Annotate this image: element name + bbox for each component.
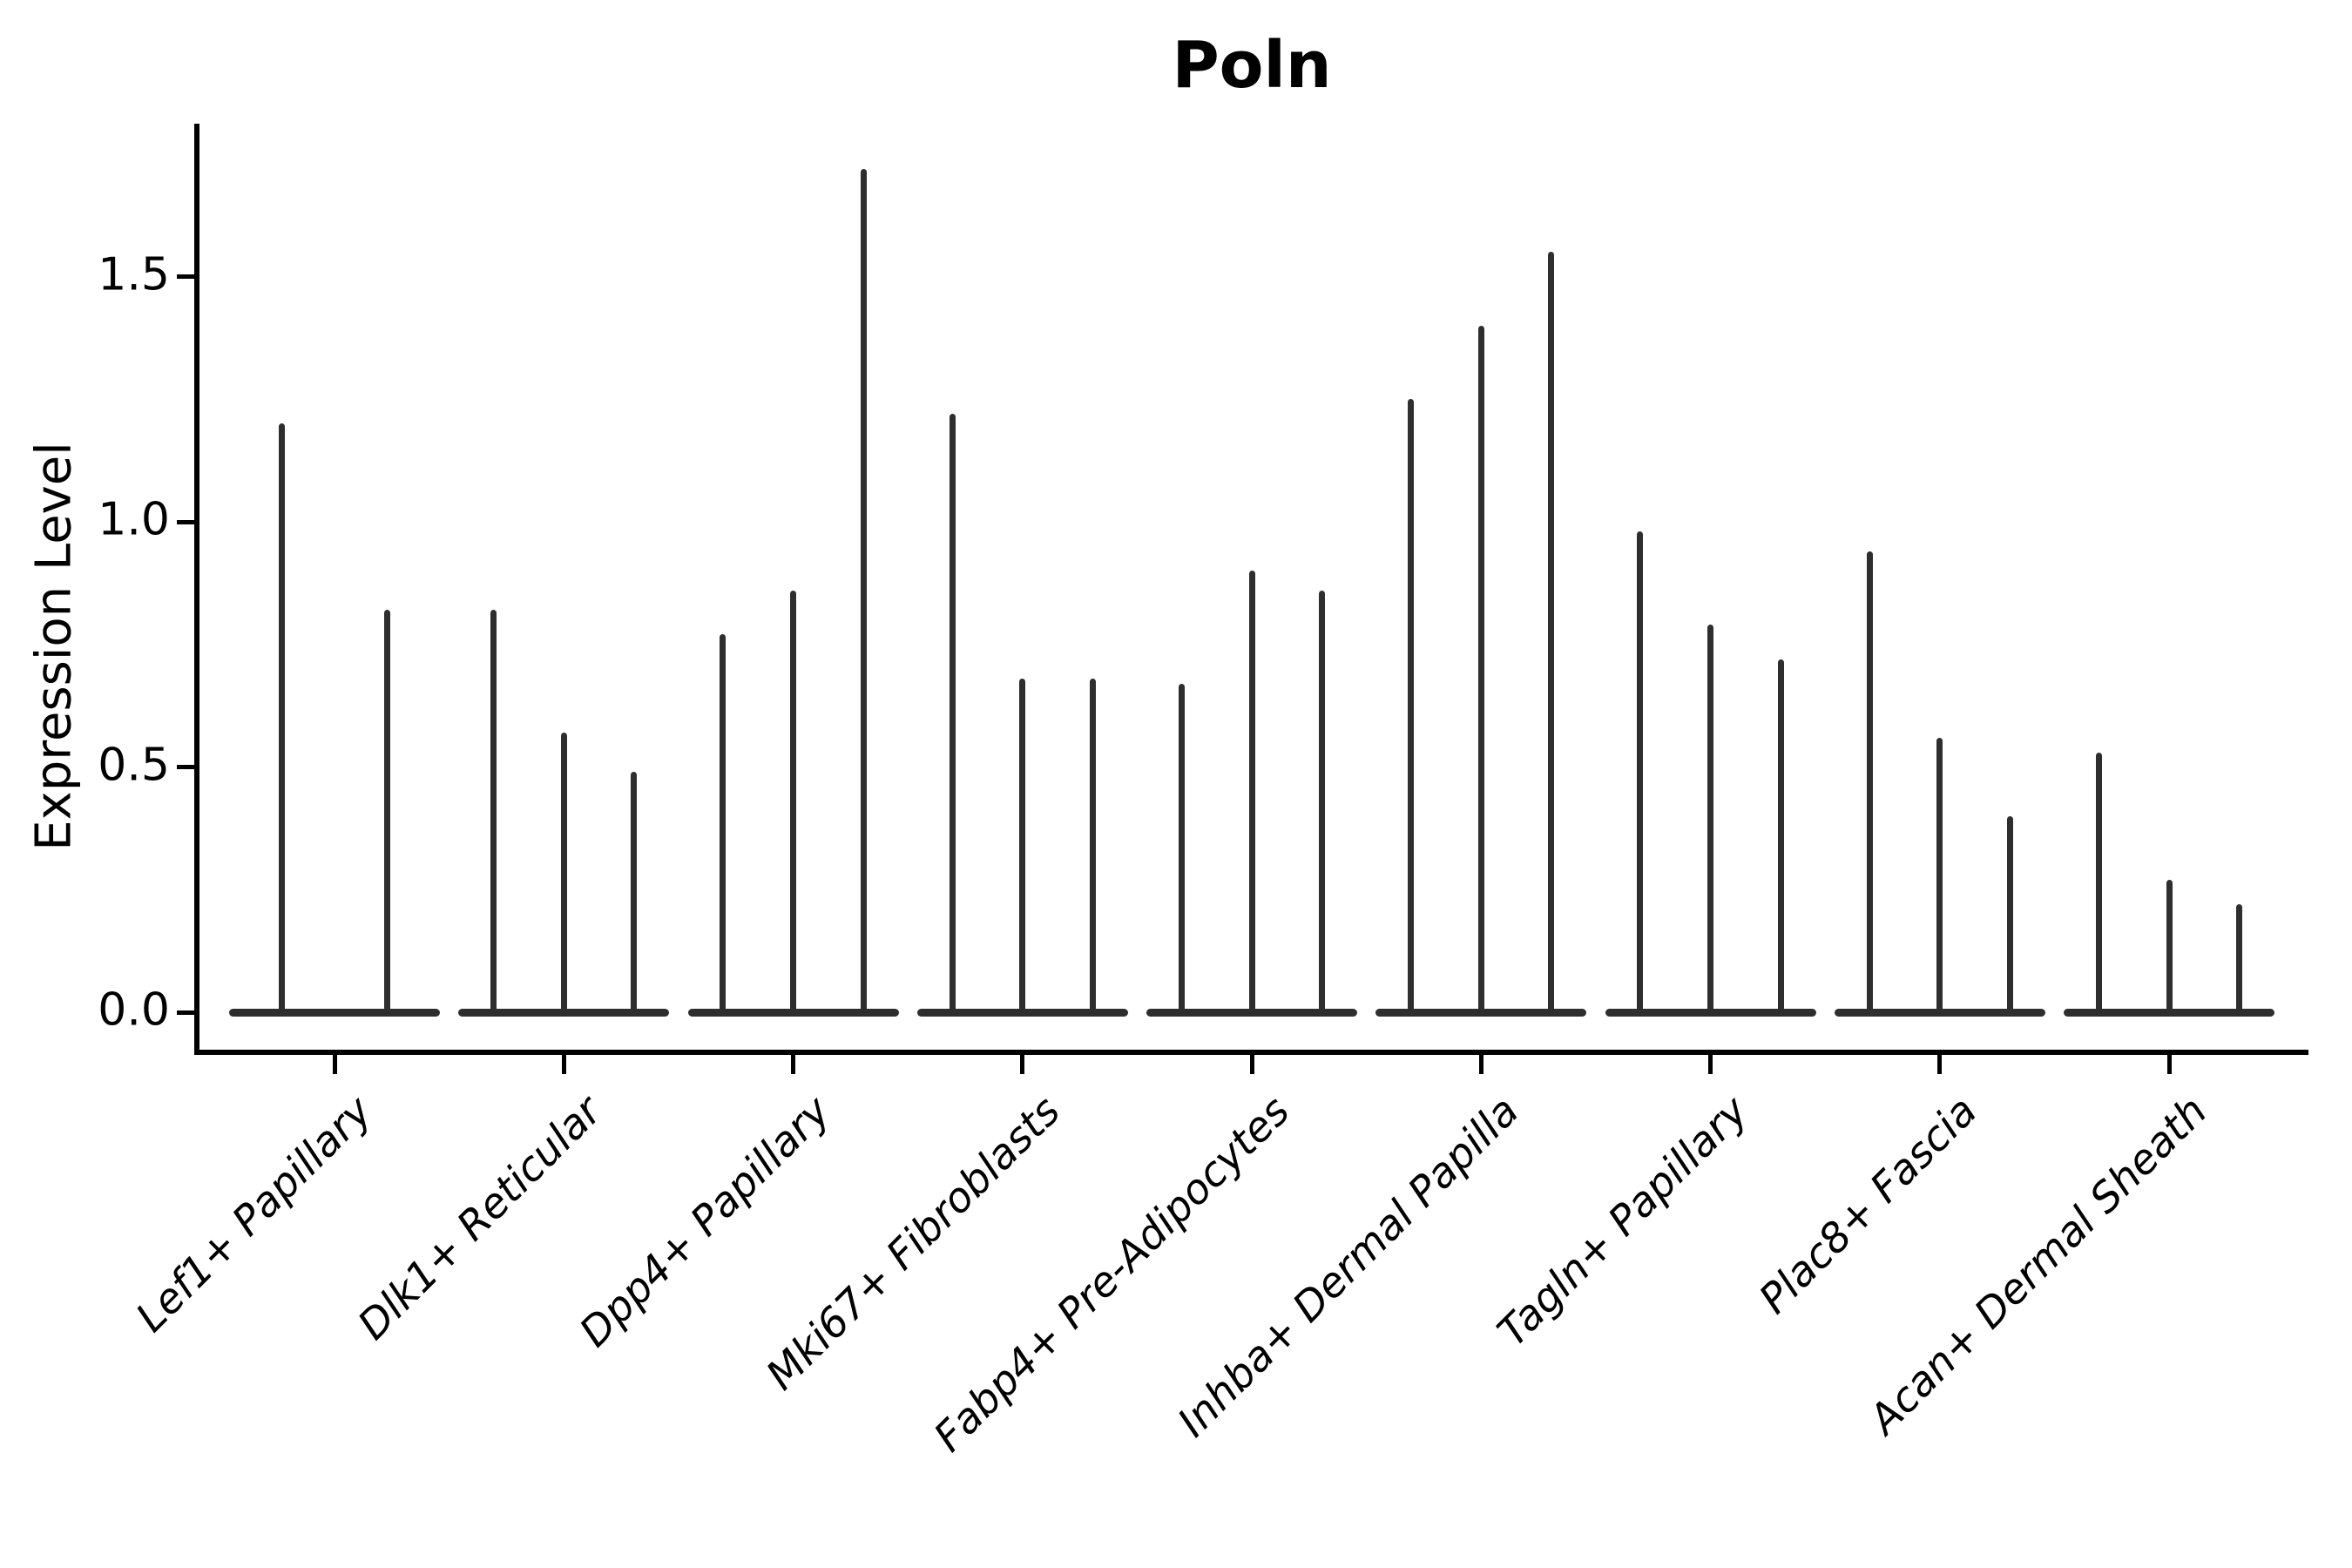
violin-spike xyxy=(949,414,956,1012)
violin-spike xyxy=(1019,679,1026,1012)
violin-baseline xyxy=(1375,1008,1587,1017)
violin-spike xyxy=(2236,904,2243,1012)
violin-baseline xyxy=(1146,1008,1357,1017)
x-tick-mark xyxy=(1937,1055,1943,1074)
violin-spike xyxy=(1089,679,1096,1012)
y-tick-mark xyxy=(177,519,194,524)
x-axis-spine xyxy=(194,1050,2308,1055)
y-tick-label-text: 0.0 xyxy=(98,983,170,1037)
violin-spike xyxy=(384,610,390,1012)
violin-spike xyxy=(720,634,727,1012)
violin-spike xyxy=(490,610,497,1012)
violin-spike xyxy=(1248,571,1255,1012)
violin-spike xyxy=(2166,879,2173,1012)
x-tick-label-text: Dpp4+ Papillary xyxy=(571,1087,841,1357)
violin-baseline xyxy=(1834,1008,2045,1017)
violin-baseline xyxy=(2064,1008,2274,1017)
x-tick-mark xyxy=(1020,1055,1025,1074)
violin-spike xyxy=(1178,683,1185,1012)
x-tick-mark xyxy=(1708,1055,1713,1074)
violin-spike xyxy=(2095,752,2102,1012)
y-axis-label: Expression Level xyxy=(25,442,83,851)
violin-spike xyxy=(1319,590,1326,1012)
violin-spike xyxy=(1777,659,1784,1012)
y-tick-label-text: 1.0 xyxy=(98,493,170,546)
x-tick-label-text: Lef1+ Papillary xyxy=(126,1087,382,1342)
violin-spike xyxy=(279,423,285,1012)
violin-baseline xyxy=(687,1008,899,1017)
violin-spike xyxy=(860,168,867,1012)
violin-baseline xyxy=(1605,1008,1816,1017)
violin-spike xyxy=(2006,815,2013,1012)
y-axis-spine xyxy=(194,124,199,1055)
violin-spike xyxy=(1936,737,1943,1012)
x-tick-mark xyxy=(332,1055,337,1074)
x-tick-mark xyxy=(561,1055,566,1074)
violin-baseline xyxy=(458,1008,670,1017)
violin-baseline xyxy=(229,1008,440,1017)
x-tick-label-text: Tagln+ Papillary xyxy=(1488,1087,1758,1356)
plot-title: Poln xyxy=(1172,28,1332,103)
y-tick-mark xyxy=(177,274,194,279)
x-tick-mark xyxy=(1249,1055,1254,1074)
violin-spike xyxy=(1477,325,1484,1012)
x-tick-label-text: Dlk1+ Reticular xyxy=(348,1087,612,1349)
x-tick-mark xyxy=(2166,1055,2172,1074)
x-tick-mark xyxy=(791,1055,795,1074)
violin-spike xyxy=(790,590,796,1012)
violin-spike xyxy=(1548,252,1555,1012)
x-tick-label-text: Plac8+ Fascia xyxy=(1750,1087,1987,1324)
violin-spike xyxy=(1637,531,1644,1012)
violin-spike xyxy=(1408,399,1415,1012)
violin-spike xyxy=(560,733,567,1012)
x-tick-mark xyxy=(1478,1055,1484,1074)
y-tick-mark xyxy=(177,1010,194,1015)
y-tick-label-text: 1.5 xyxy=(98,248,170,301)
y-tick-label-text: 0.5 xyxy=(98,739,170,792)
violin-spike xyxy=(1866,551,1873,1012)
y-tick-mark xyxy=(177,765,194,769)
violin-spike xyxy=(631,772,638,1012)
violin-baseline xyxy=(916,1008,1128,1017)
violin-spike xyxy=(1707,625,1713,1012)
